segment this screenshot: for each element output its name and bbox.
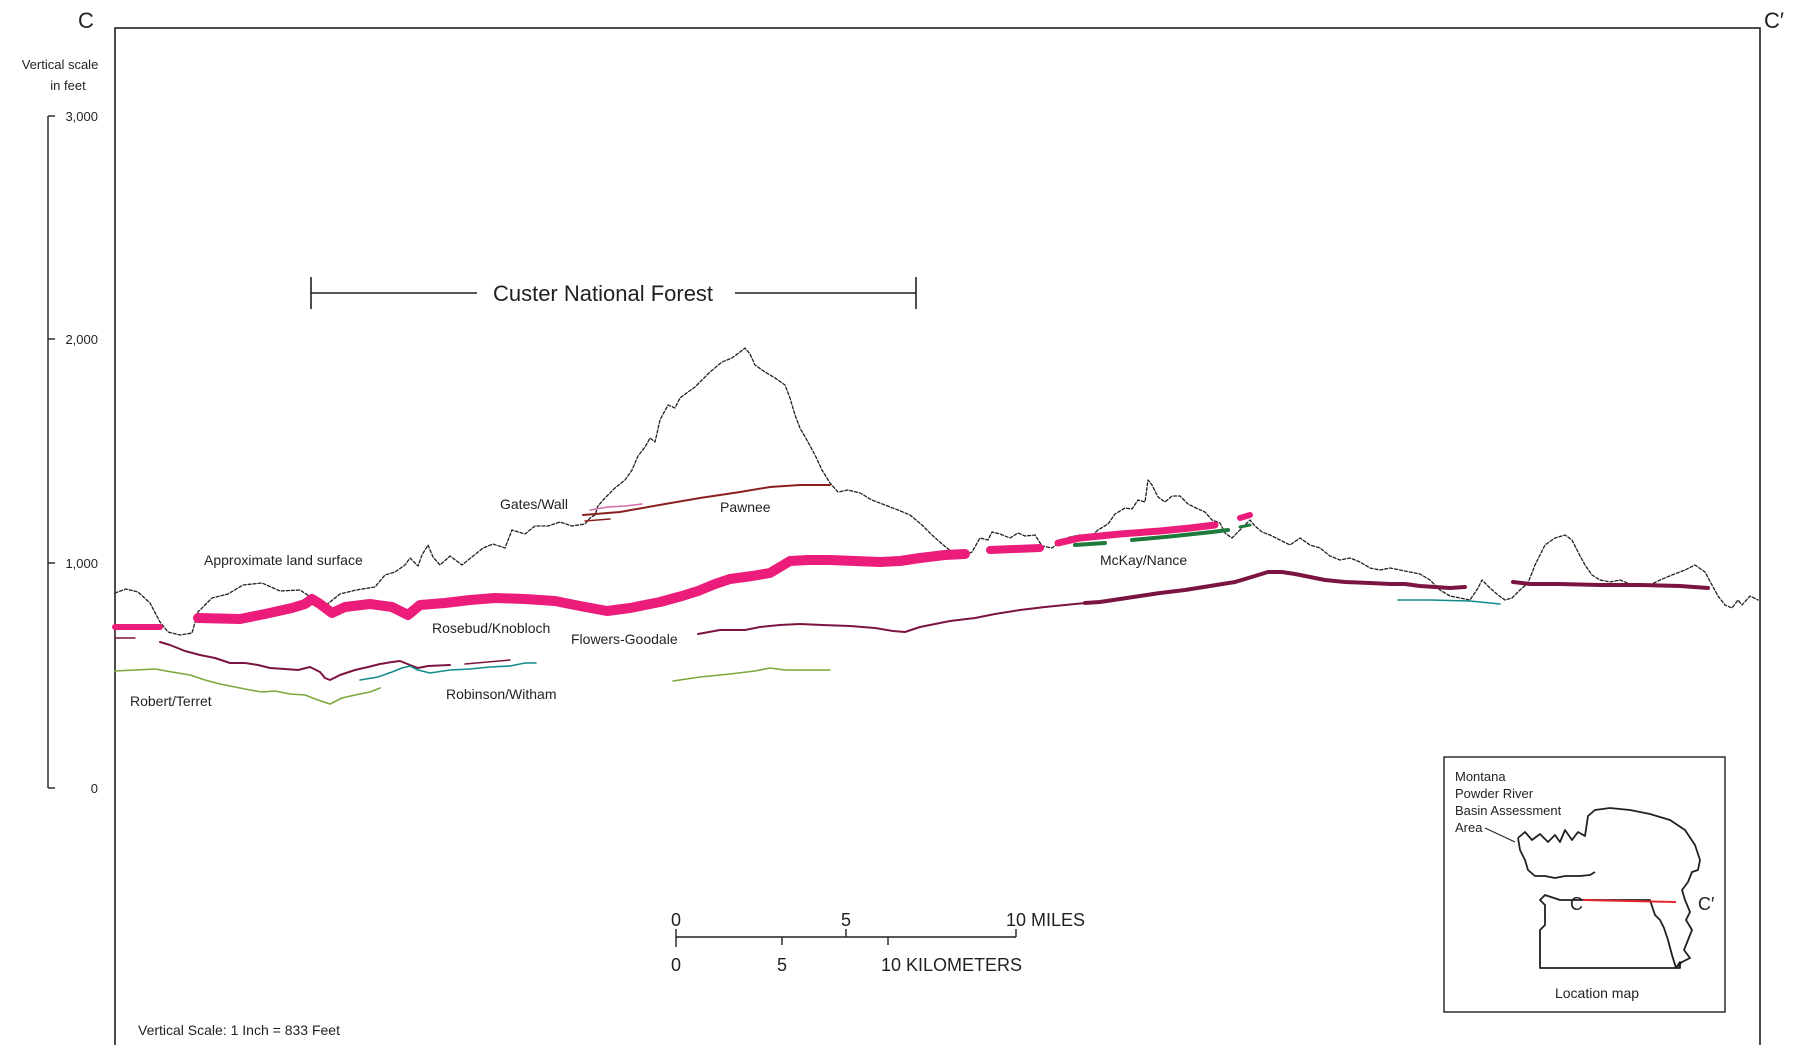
location-map-area-label: Area	[1455, 820, 1483, 835]
location-map-area-label: Montana	[1455, 769, 1506, 784]
gates-wall-seam	[584, 518, 611, 522]
flowers-goodale-seam	[464, 659, 511, 665]
pawnee-seam	[582, 484, 831, 516]
location-map-caption: Location map	[1555, 985, 1639, 1001]
bar-scale-miles-label: 5	[841, 910, 851, 930]
vertical-scale-note: Vertical Scale: 1 Inch = 833 Feet	[138, 1022, 340, 1038]
section-line-c-c-prime	[1582, 899, 1677, 903]
robert-terret-label: Robert/Terret	[130, 693, 212, 709]
vertical-scale-tick-label: 0	[91, 781, 98, 796]
flowers-goodale-seam	[697, 602, 1086, 635]
bar-scale-miles-label: 10 MILES	[1006, 910, 1085, 930]
location-map-frame	[1443, 756, 1726, 1013]
robinson-witham-seam	[359, 662, 537, 681]
location-map-leader	[1484, 827, 1516, 843]
rosebud-knobloch-seam	[193, 549, 970, 624]
mckay-nance-green-seam	[1130, 528, 1230, 542]
bar-scale-miles-label: 0	[671, 910, 681, 930]
location-map-end-label: C′	[1698, 894, 1715, 914]
location-map: Montana Powder River Basin Assessment Ar…	[1443, 756, 1726, 1013]
robert-terret-seam	[672, 667, 831, 682]
rosebud-knobloch-seam	[986, 544, 1044, 554]
flowers-goodale-seam	[159, 641, 451, 681]
section-frame	[114, 27, 1761, 1045]
bar-scale-km-label: 10 KILOMETERS	[881, 955, 1022, 975]
vertical-scale-title: Vertical scale	[22, 57, 99, 72]
mckay-nance-green-seam	[1238, 523, 1252, 529]
mckay-nance-label: McKay/Nance	[1100, 552, 1187, 568]
gates-wall-label: Gates/Wall	[500, 496, 568, 512]
vertical-scale: Vertical scale in feet 3,000 2,000 1,000…	[22, 57, 99, 796]
bar-scale: 0 5 10 MILES 0 5 10 KILOMETERS	[671, 910, 1085, 975]
section-end-label: C′	[1764, 8, 1784, 33]
mckay-nance-seam	[1237, 512, 1253, 521]
rosebud-knobloch-label: Rosebud/Knobloch	[432, 620, 550, 636]
land-surface-label: Approximate land surface	[204, 552, 363, 568]
mckay-nance-seam	[1054, 521, 1219, 547]
pawnee-label: Pawnee	[720, 499, 771, 515]
vertical-scale-unit: in feet	[50, 78, 86, 93]
flowers-goodale-seam	[1083, 570, 1467, 605]
location-map-area-label: Powder River	[1455, 786, 1534, 801]
study-area-outline	[1517, 807, 1701, 969]
location-map-start-label: C	[1570, 894, 1583, 914]
vertical-scale-tick-label: 1,000	[65, 556, 98, 571]
vertical-scale-tick-label: 3,000	[65, 109, 98, 124]
gates-wall-seam	[589, 503, 643, 511]
location-map-area-label: Basin Assessment	[1455, 803, 1562, 818]
bar-scale-km-label: 5	[777, 955, 787, 975]
flowers-goodale-seam	[1511, 580, 1710, 590]
bar-scale-km-label: 0	[671, 955, 681, 975]
robert-terret-seam	[114, 668, 381, 705]
flowers-goodale-label: Flowers-Goodale	[571, 631, 678, 647]
robinson-witham-label: Robinson/Witham	[446, 686, 557, 702]
forest-label: Custer National Forest	[493, 281, 713, 306]
section-start-label: C	[78, 8, 94, 33]
robinson-witham-seam	[1397, 599, 1501, 605]
vertical-scale-tick-label: 2,000	[65, 332, 98, 347]
land-surface-line	[114, 347, 1759, 636]
mckay-nance-green-seam	[1073, 541, 1107, 547]
forest-extent: Custer National Forest	[310, 277, 917, 309]
